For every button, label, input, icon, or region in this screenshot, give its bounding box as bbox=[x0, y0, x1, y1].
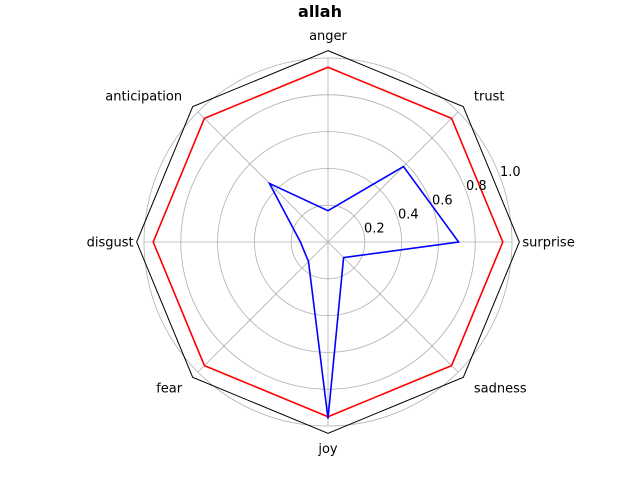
category-labels: anger trust surprise sadness joy fear disgust a… bbox=[87, 29, 575, 457]
category-label-disgust: disgust bbox=[87, 236, 134, 251]
grid-spoke-trust bbox=[327, 111, 459, 243]
category-label-anger: anger bbox=[309, 29, 347, 44]
category-label-anticipation: anticipation bbox=[105, 90, 182, 105]
outer-frame bbox=[136, 50, 520, 434]
grid bbox=[143, 57, 513, 427]
polar-frame bbox=[136, 50, 520, 434]
rtick-label-5: 1.0 bbox=[500, 165, 521, 180]
category-label-surprise: surprise bbox=[522, 236, 574, 251]
category-label-fear: fear bbox=[156, 381, 183, 396]
rtick-label-4: 0.8 bbox=[466, 179, 487, 194]
category-label-sadness: sadness bbox=[474, 381, 527, 396]
grid-spoke-sadness bbox=[327, 241, 459, 373]
rtick-label-3: 0.6 bbox=[432, 193, 453, 208]
category-label-joy: joy bbox=[317, 442, 338, 457]
rtick-label-2: 0.4 bbox=[398, 207, 419, 222]
rtick-label-1: 0.2 bbox=[364, 221, 385, 236]
series-lines bbox=[152, 66, 504, 419]
chart-title: allah bbox=[298, 2, 342, 21]
radial-tick-labels: 0.2 0.4 0.6 0.8 1.0 bbox=[364, 165, 521, 236]
grid-spoke-fear bbox=[197, 241, 329, 373]
grid-spoke-anticipation bbox=[197, 111, 329, 243]
series-line-2 bbox=[267, 165, 461, 419]
category-label-trust: trust bbox=[474, 90, 505, 105]
